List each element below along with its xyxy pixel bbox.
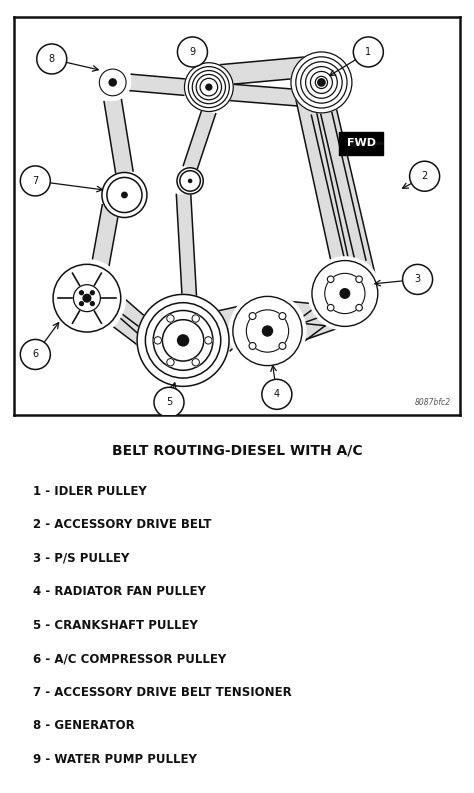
Polygon shape (109, 311, 158, 354)
Circle shape (177, 37, 208, 67)
Circle shape (262, 379, 292, 409)
Circle shape (167, 315, 174, 322)
Text: 3: 3 (414, 274, 420, 285)
Polygon shape (219, 329, 241, 351)
Circle shape (229, 293, 306, 370)
Circle shape (356, 305, 363, 311)
Circle shape (328, 305, 334, 311)
Polygon shape (90, 205, 119, 277)
Circle shape (20, 166, 50, 196)
Polygon shape (319, 105, 375, 277)
Circle shape (189, 179, 191, 182)
Circle shape (73, 285, 100, 312)
Circle shape (177, 168, 203, 194)
Polygon shape (130, 75, 185, 95)
Circle shape (109, 79, 116, 86)
Circle shape (263, 326, 273, 336)
Polygon shape (104, 99, 133, 174)
Polygon shape (220, 57, 307, 85)
Circle shape (402, 264, 433, 294)
Circle shape (279, 312, 286, 320)
Text: 8: 8 (49, 54, 55, 64)
Text: 7: 7 (32, 176, 38, 186)
Text: 5: 5 (166, 397, 172, 408)
Circle shape (178, 335, 189, 346)
Circle shape (91, 301, 94, 305)
Circle shape (48, 260, 126, 336)
Circle shape (410, 161, 439, 191)
Circle shape (95, 64, 130, 100)
Circle shape (249, 312, 256, 320)
Text: 1: 1 (365, 47, 372, 57)
Polygon shape (225, 84, 298, 106)
Circle shape (249, 343, 256, 350)
Polygon shape (292, 304, 362, 343)
Text: 4 - RADIATOR FAN PULLEY: 4 - RADIATOR FAN PULLEY (33, 585, 206, 598)
Circle shape (80, 301, 83, 305)
Text: 3 - P/S PULLEY: 3 - P/S PULLEY (33, 552, 129, 565)
Text: FWD: FWD (347, 139, 376, 148)
Circle shape (83, 294, 91, 302)
Circle shape (137, 294, 229, 386)
Text: 2: 2 (421, 171, 428, 182)
Text: 4: 4 (274, 389, 280, 400)
Polygon shape (176, 193, 197, 308)
Circle shape (154, 337, 162, 344)
Circle shape (192, 315, 200, 322)
Polygon shape (294, 90, 348, 261)
Circle shape (356, 276, 363, 282)
Circle shape (167, 358, 174, 366)
Circle shape (192, 358, 200, 366)
Text: 1 - IDLER PULLEY: 1 - IDLER PULLEY (33, 485, 147, 497)
Circle shape (353, 37, 383, 67)
Text: 9: 9 (190, 47, 195, 57)
Polygon shape (311, 110, 366, 265)
Circle shape (36, 44, 67, 74)
Polygon shape (213, 305, 246, 332)
FancyBboxPatch shape (339, 132, 383, 155)
Text: 8 - GENERATOR: 8 - GENERATOR (33, 719, 135, 733)
Circle shape (279, 343, 286, 350)
Circle shape (184, 63, 233, 112)
Circle shape (291, 52, 352, 113)
Text: 5 - CRANKSHAFT PULLEY: 5 - CRANKSHAFT PULLEY (33, 619, 198, 632)
Text: 6: 6 (32, 350, 38, 359)
Circle shape (80, 291, 83, 295)
Text: 2 - ACCESSORY DRIVE BELT: 2 - ACCESSORY DRIVE BELT (33, 518, 212, 531)
Text: BELT ROUTING-DIESEL WITH A/C: BELT ROUTING-DIESEL WITH A/C (112, 443, 362, 457)
Circle shape (20, 339, 50, 370)
Polygon shape (183, 109, 216, 170)
Circle shape (154, 387, 184, 417)
Text: 8087bfc2: 8087bfc2 (414, 398, 450, 407)
Circle shape (328, 276, 334, 282)
Circle shape (308, 257, 382, 330)
Text: 6 - A/C COMPRESSOR PULLEY: 6 - A/C COMPRESSOR PULLEY (33, 653, 227, 665)
Text: 9 - WATER PUMP PULLEY: 9 - WATER PUMP PULLEY (33, 753, 197, 766)
Circle shape (91, 291, 94, 295)
Polygon shape (284, 304, 333, 347)
Circle shape (206, 84, 212, 90)
Circle shape (340, 289, 350, 298)
Circle shape (102, 172, 147, 217)
Polygon shape (114, 299, 155, 338)
Circle shape (205, 337, 212, 344)
Text: 7 - ACCESSORY DRIVE BELT TENSIONER: 7 - ACCESSORY DRIVE BELT TENSIONER (33, 686, 292, 699)
Circle shape (122, 192, 127, 197)
Circle shape (318, 79, 325, 86)
Polygon shape (290, 301, 328, 326)
